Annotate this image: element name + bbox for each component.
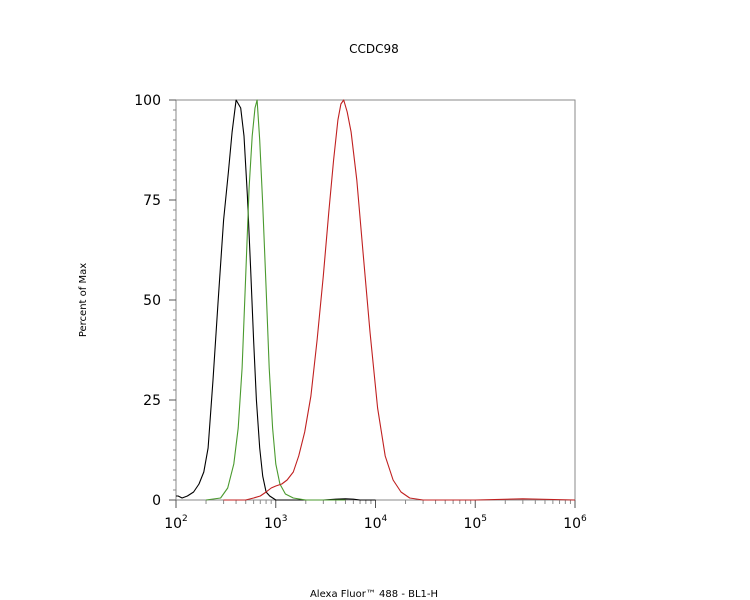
- series-line-2: [205, 99, 346, 501]
- x-axis-ticks: 102 103 104 105 106: [164, 500, 587, 532]
- y-axis-ticks: 0 25 50 75 100: [134, 93, 176, 509]
- x-tick-label: 106: [563, 514, 587, 532]
- y-tick-label: 75: [143, 193, 161, 209]
- x-tick-label: 102: [164, 514, 188, 532]
- y-minor-ticks: [173, 109, 176, 491]
- plot-frame: [175, 99, 576, 501]
- series-line-3: [223, 99, 576, 501]
- series-line-1: [176, 99, 376, 501]
- chart-title: CCDC98: [349, 42, 399, 56]
- y-tick-label: 0: [152, 493, 161, 509]
- y-tick-label: 25: [143, 393, 161, 409]
- x-tick-label: 103: [264, 514, 288, 532]
- y-axis-label: Percent of Max: [78, 263, 89, 337]
- y-tick-label: 100: [134, 93, 161, 109]
- x-axis-label: Alexa Fluor™ 488 - BL1-H: [310, 589, 438, 600]
- y-tick-label: 50: [143, 293, 161, 309]
- series-layer: [176, 99, 576, 501]
- x-minor-ticks: [205, 500, 571, 504]
- x-tick-label: 105: [463, 514, 487, 532]
- x-tick-label: 104: [364, 514, 388, 532]
